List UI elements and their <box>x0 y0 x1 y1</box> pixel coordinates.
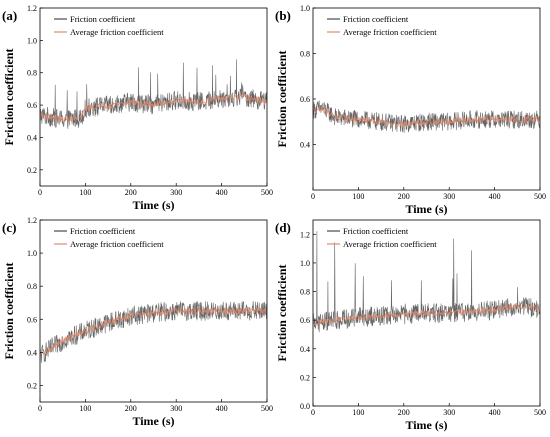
x-tick-label: 500 <box>261 404 273 413</box>
y-tick-label: 1.0 <box>27 249 37 258</box>
legend-entry: Average friction coefficient <box>343 27 437 37</box>
y-tick-label: 0.0 <box>300 402 310 411</box>
x-tick-label: 400 <box>489 192 501 201</box>
x-tick-label: 100 <box>352 192 364 201</box>
series-line-average-friction-coefficient <box>312 104 540 128</box>
panel-label: (a) <box>2 8 17 23</box>
y-tick-label: 0.2 <box>27 166 37 175</box>
x-tick-label: 0 <box>38 404 42 413</box>
panel-d: 0 100 200 300 400 500 0.0 0.2 0.4 0.6 0.8 1.0 1.2 Tim… <box>275 219 546 432</box>
x-tick-label: 0 <box>311 408 315 417</box>
y-tick-label: 0.6 <box>300 316 310 325</box>
y-tick-label: 0.6 <box>27 101 37 110</box>
series-line-friction-coefficient <box>312 100 541 133</box>
y-tick-label: 0.4 <box>300 141 310 150</box>
x-tick-label: 200 <box>125 404 137 413</box>
y-tick-label: 0.2 <box>300 373 310 382</box>
x-tick-label: 200 <box>398 192 410 201</box>
x-tick-label: 100 <box>79 404 91 413</box>
x-tick-label: 400 <box>216 404 228 413</box>
y-tick-label: 0.8 <box>300 50 310 59</box>
y-tick-label: 0.2 <box>27 381 37 390</box>
panel-label: (b) <box>275 8 291 23</box>
series-line-average-friction-coefficient <box>39 306 268 356</box>
legend-entry: Average friction coefficient <box>70 239 164 249</box>
legend-entry: Average friction coefficient <box>70 27 164 37</box>
panel-a: 0 100 200 300 400 500 0.2 0.4 0.6 0.8 1.0 1.2 Time (… <box>2 4 273 212</box>
y-axis-label: Friction coefficient <box>275 51 289 148</box>
y-tick-label: 0.8 <box>300 288 310 297</box>
x-tick-label: 500 <box>261 188 273 197</box>
legend-entry: Friction coefficient <box>343 226 409 236</box>
panel-label: (c) <box>2 220 16 235</box>
x-tick-label: 0 <box>311 192 315 201</box>
y-tick-label: 1.0 <box>300 259 310 268</box>
plot-frame <box>312 219 541 407</box>
x-tick-label: 0 <box>38 188 42 197</box>
y-axis-label: Friction coefficient <box>275 265 289 362</box>
x-tick-label: 400 <box>489 408 501 417</box>
series-line-friction-coefficient <box>39 301 268 363</box>
y-tick-label: 1.0 <box>300 4 310 13</box>
x-tick-label: 200 <box>398 408 410 417</box>
series-line-friction-coefficient <box>39 59 268 129</box>
y-tick-label: 0.4 <box>27 133 37 142</box>
y-tick-label: 0.8 <box>27 69 37 78</box>
legend-entry: Average friction coefficient <box>343 239 437 249</box>
x-axis-label: Time (s) <box>405 418 447 432</box>
x-tick-label: 200 <box>125 188 137 197</box>
x-axis-label: Time (s) <box>132 414 174 428</box>
x-tick-label: 500 <box>534 192 546 201</box>
y-tick-label: 0.6 <box>300 95 310 104</box>
panel-label: (d) <box>275 220 291 235</box>
y-tick-label: 0.4 <box>300 345 310 354</box>
panel-c: 0 100 200 300 400 500 0.2 0.4 0.6 0.8 1.0 1.2 Time (… <box>2 216 273 428</box>
y-tick-label: 0.8 <box>27 282 37 291</box>
x-axis-label: Time (s) <box>405 202 447 216</box>
plot-frame <box>39 219 268 403</box>
y-tick-label: 1.2 <box>27 4 37 13</box>
x-tick-label: 300 <box>170 404 182 413</box>
panel-b: 0 100 200 300 400 500 0.4 0.6 0.8 1.0 Time (s) Fric… <box>275 4 546 216</box>
series-line-average-friction-coefficient <box>39 93 268 124</box>
y-tick-label: 1.0 <box>27 36 37 45</box>
legend-entry: Friction coefficient <box>70 14 136 24</box>
y-tick-label: 1.2 <box>300 230 310 239</box>
x-tick-label: 400 <box>216 188 228 197</box>
x-axis-label: Time (s) <box>132 198 174 212</box>
x-tick-label: 100 <box>352 408 364 417</box>
series-line-average-friction-coefficient <box>312 302 541 326</box>
x-tick-label: 300 <box>170 188 182 197</box>
x-tick-label: 300 <box>443 408 455 417</box>
legend-entry: Friction coefficient <box>343 14 409 24</box>
x-tick-label: 100 <box>79 188 91 197</box>
y-axis-label: Friction coefficient <box>2 263 16 360</box>
y-tick-label: 0.4 <box>27 348 37 357</box>
y-tick-label: 1.2 <box>27 216 37 225</box>
plot-frame <box>39 7 268 187</box>
legend-entry: Friction coefficient <box>70 226 136 236</box>
y-tick-label: 0.6 <box>27 315 37 324</box>
series-line-friction-coefficient <box>312 231 541 333</box>
x-tick-label: 300 <box>443 192 455 201</box>
y-axis-label: Friction coefficient <box>2 49 16 146</box>
x-tick-label: 500 <box>534 408 546 417</box>
